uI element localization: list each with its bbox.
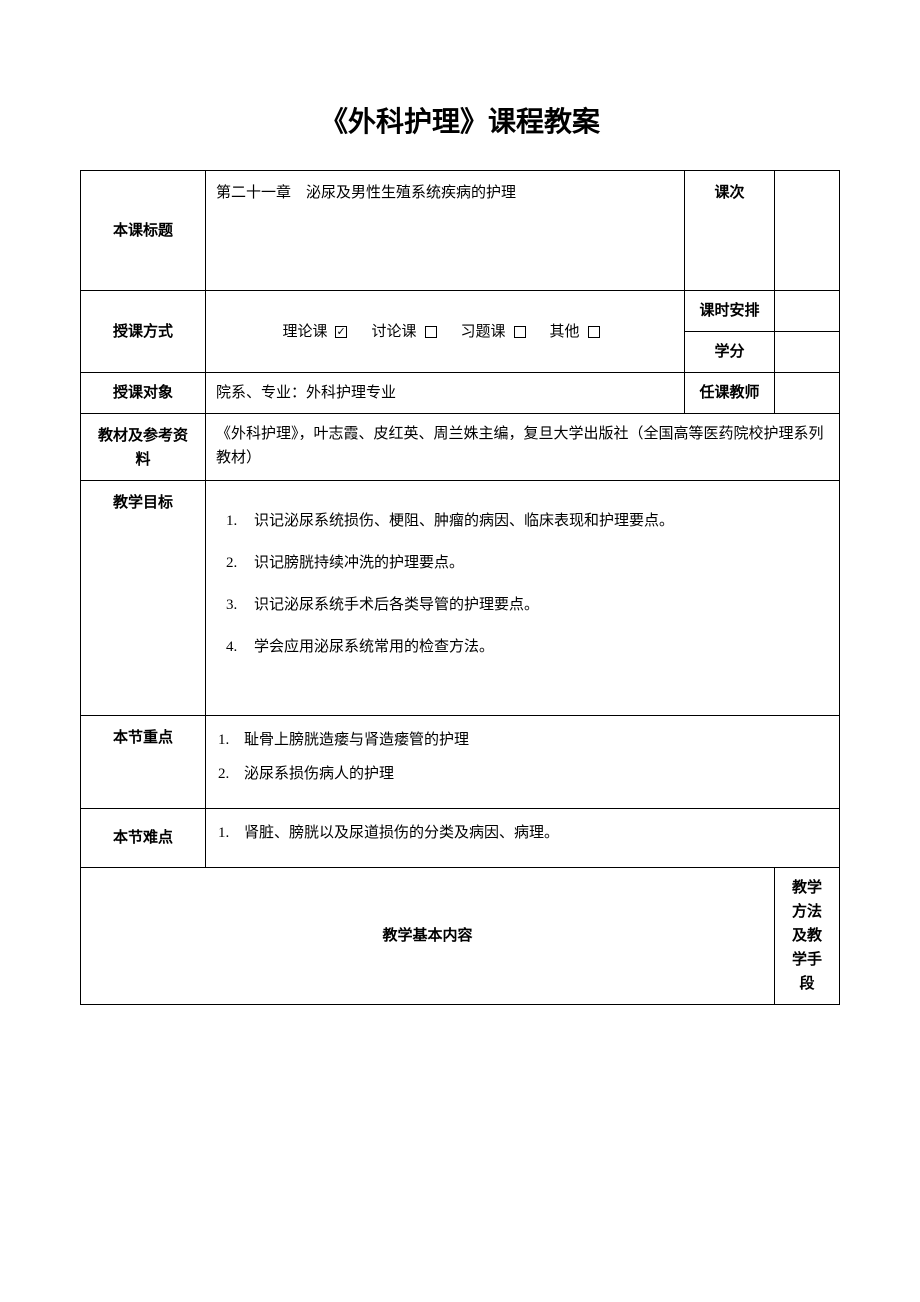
label-teaching-mode: 授课方式 <box>81 291 206 373</box>
mode-option: 理论课 <box>282 324 355 340</box>
label-instructor: 任课教师 <box>685 373 775 414</box>
checkbox-icon <box>514 326 526 338</box>
value-objectives: 1.识记泌尿系统损伤、梗阻、肿瘤的病因、临床表现和护理要点。 2.识记膀胱持续冲洗… <box>206 481 840 716</box>
objective-item: 3.识记泌尿系统手术后各类导管的护理要点。 <box>226 593 819 617</box>
value-key-points: 1.耻骨上膀胱造瘘与肾造瘘管的护理 2.泌尿系损伤病人的护理 <box>206 716 840 809</box>
objective-item: 4.学会应用泌尿系统常用的检查方法。 <box>226 635 819 659</box>
label-difficulties: 本节难点 <box>81 809 206 868</box>
label-lesson-number: 课次 <box>685 171 775 291</box>
lesson-plan-table: 本课标题 第二十一章 泌尿及男性生殖系统疾病的护理 课次 授课方式 理论课讨论课… <box>80 170 840 1005</box>
objective-item: 1.识记泌尿系统损伤、梗阻、肿瘤的病因、临床表现和护理要点。 <box>226 509 819 533</box>
checkbox-icon <box>588 326 600 338</box>
objective-item: 2.识记膀胱持续冲洗的护理要点。 <box>226 551 819 575</box>
teaching-mode-options: 理论课讨论课 习题课其他 <box>206 291 685 373</box>
keypoint-item: 2.泌尿系损伤病人的护理 <box>218 762 827 786</box>
value-lesson-number <box>775 171 840 291</box>
keypoint-item: 1.耻骨上膀胱造瘘与肾造瘘管的护理 <box>218 728 827 752</box>
label-objectives: 教学目标 <box>81 481 206 716</box>
value-instructor <box>775 373 840 414</box>
page-title: 《外科护理》课程教案 <box>80 100 840 140</box>
label-credits: 学分 <box>685 332 775 373</box>
label-key-points: 本节重点 <box>81 716 206 809</box>
value-hours <box>775 291 840 332</box>
label-audience: 授课对象 <box>81 373 206 414</box>
value-course-title: 第二十一章 泌尿及男性生殖系统疾病的护理 <box>206 171 685 291</box>
value-credits <box>775 332 840 373</box>
mode-option: 讨论课 <box>371 324 444 340</box>
label-hours: 课时安排 <box>685 291 775 332</box>
value-audience: 院系、专业：外科护理专业 <box>206 373 685 414</box>
label-content: 教学基本内容 <box>81 868 775 1005</box>
label-methods: 教学方法及教学手段 <box>775 868 840 1005</box>
mode-option: 习题课 <box>461 324 534 340</box>
value-difficulties: 1.肾脏、膀胱以及尿道损伤的分类及病因、病理。 <box>206 809 840 868</box>
label-materials: 教材及参考资料 <box>81 414 206 481</box>
value-materials: 《外科护理》，叶志霞、皮红英、周兰姝主编，复旦大学出版社（全国高等医药院校护理系… <box>206 414 840 481</box>
mode-option: 其他 <box>550 324 608 340</box>
checkbox-icon <box>425 326 437 338</box>
difficulty-item: 1.肾脏、膀胱以及尿道损伤的分类及病因、病理。 <box>218 821 827 845</box>
checkbox-icon <box>335 326 347 338</box>
label-course-title: 本课标题 <box>81 171 206 291</box>
